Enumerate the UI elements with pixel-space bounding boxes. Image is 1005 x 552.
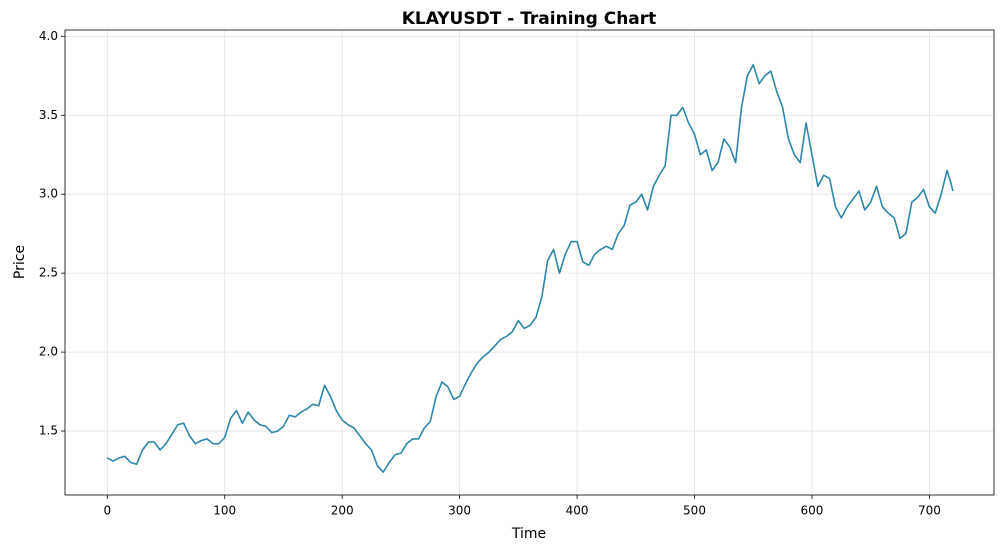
x-tick-label: 700	[918, 504, 941, 518]
x-axis-label: Time	[511, 526, 546, 542]
x-tick-label: 200	[331, 504, 354, 518]
y-axis-label: Price	[12, 245, 28, 279]
x-tick-label: 400	[566, 504, 589, 518]
x-tick-label: 100	[213, 504, 236, 518]
x-tick-label: 300	[448, 504, 471, 518]
chart-title: KLAYUSDT - Training Chart	[402, 9, 657, 29]
y-tick-label: 1.5	[39, 424, 58, 438]
y-tick-label: 2.5	[39, 266, 58, 280]
x-tick-label: 500	[683, 504, 706, 518]
y-tick-label: 4.0	[39, 29, 58, 43]
x-tick-label: 0	[103, 504, 111, 518]
plot-frame	[64, 29, 995, 496]
price-line	[106, 63, 954, 473]
x-tick-label: 600	[801, 504, 824, 518]
y-tick-label: 3.0	[39, 187, 58, 201]
y-tick-label: 3.5	[39, 108, 58, 122]
y-tick-label: 2.0	[39, 345, 58, 359]
